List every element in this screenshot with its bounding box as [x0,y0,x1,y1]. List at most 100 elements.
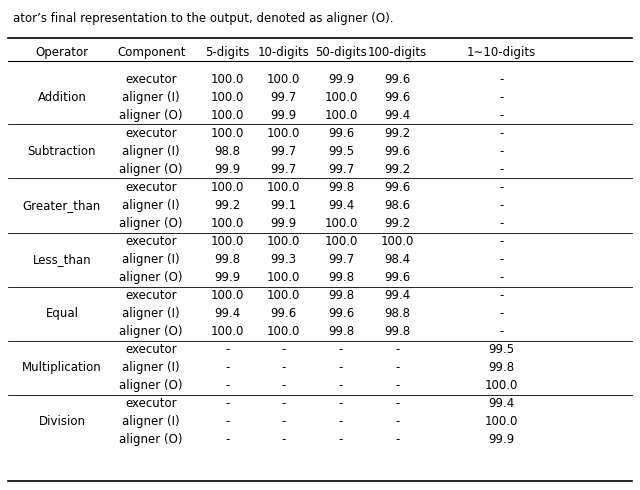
Text: 99.7: 99.7 [271,163,297,176]
Text: ator’s final representation to the output, denoted as aligner (O).: ator’s final representation to the outpu… [13,12,394,25]
Text: 99.4: 99.4 [488,397,515,410]
Text: 99.4: 99.4 [214,307,241,320]
Text: -: - [225,433,230,446]
Text: 99.6: 99.6 [271,307,297,320]
Text: 100.0: 100.0 [211,289,244,302]
Text: Equal: Equal [45,307,79,320]
Text: -: - [499,109,504,122]
Text: Greater_than: Greater_than [23,199,101,212]
Text: 100.0: 100.0 [211,181,244,194]
Text: 100.0: 100.0 [324,235,358,248]
Text: 99.7: 99.7 [328,253,354,266]
Text: executor: executor [125,397,177,410]
Text: Division: Division [38,416,85,428]
Text: 50-digits: 50-digits [315,46,367,59]
Text: 99.8: 99.8 [328,325,354,338]
Text: 99.5: 99.5 [328,145,354,158]
Text: 100.0: 100.0 [485,379,518,392]
Text: executor: executor [125,127,177,140]
Text: 99.1: 99.1 [271,199,297,212]
Text: Less_than: Less_than [33,253,92,266]
Text: -: - [282,361,286,374]
Text: -: - [339,433,343,446]
Text: 99.2: 99.2 [385,163,411,176]
Text: -: - [339,397,343,410]
Text: 100.0: 100.0 [211,109,244,122]
Text: -: - [339,379,343,392]
Text: -: - [499,91,504,104]
Text: 99.9: 99.9 [214,163,241,176]
Text: 99.9: 99.9 [271,217,297,230]
Text: -: - [499,235,504,248]
Text: 100.0: 100.0 [267,181,300,194]
Text: 100.0: 100.0 [267,289,300,302]
Text: 99.6: 99.6 [328,127,354,140]
Text: 99.6: 99.6 [385,73,411,86]
Text: -: - [499,217,504,230]
Text: 100.0: 100.0 [267,127,300,140]
Text: 99.2: 99.2 [385,127,411,140]
Text: 99.9: 99.9 [328,73,354,86]
Text: 99.6: 99.6 [385,145,411,158]
Text: Subtraction: Subtraction [28,145,96,158]
Text: 99.6: 99.6 [385,181,411,194]
Text: -: - [339,416,343,428]
Text: -: - [225,343,230,356]
Text: 99.6: 99.6 [385,91,411,104]
Text: -: - [499,325,504,338]
Text: 99.8: 99.8 [385,325,411,338]
Text: -: - [396,361,400,374]
Text: 99.3: 99.3 [271,253,297,266]
Text: 99.8: 99.8 [328,289,354,302]
Text: 100.0: 100.0 [267,325,300,338]
Text: -: - [499,307,504,320]
Text: -: - [282,343,286,356]
Text: -: - [282,416,286,428]
Text: 99.2: 99.2 [385,217,411,230]
Text: -: - [282,397,286,410]
Text: 100.0: 100.0 [211,127,244,140]
Text: aligner (O): aligner (O) [120,433,183,446]
Text: 98.6: 98.6 [385,199,411,212]
Text: aligner (O): aligner (O) [120,217,183,230]
Text: -: - [499,271,504,284]
Text: -: - [396,343,400,356]
Text: aligner (I): aligner (I) [122,416,180,428]
Text: 99.9: 99.9 [214,271,241,284]
Text: -: - [499,145,504,158]
Text: -: - [282,379,286,392]
Text: aligner (I): aligner (I) [122,361,180,374]
Text: 100.0: 100.0 [211,73,244,86]
Text: 98.8: 98.8 [214,145,241,158]
Text: -: - [499,163,504,176]
Text: 100.0: 100.0 [211,325,244,338]
Text: aligner (I): aligner (I) [122,253,180,266]
Text: executor: executor [125,73,177,86]
Text: -: - [225,361,230,374]
Text: 100-digits: 100-digits [368,46,428,59]
Text: 99.8: 99.8 [488,361,515,374]
Text: -: - [225,379,230,392]
Text: 100.0: 100.0 [324,217,358,230]
Text: 99.6: 99.6 [328,307,354,320]
Text: 98.4: 98.4 [385,253,411,266]
Text: aligner (O): aligner (O) [120,109,183,122]
Text: 99.5: 99.5 [488,343,515,356]
Text: 99.7: 99.7 [271,91,297,104]
Text: aligner (O): aligner (O) [120,271,183,284]
Text: 10-digits: 10-digits [258,46,310,59]
Text: -: - [499,289,504,302]
Text: aligner (I): aligner (I) [122,307,180,320]
Text: aligner (O): aligner (O) [120,163,183,176]
Text: -: - [339,343,343,356]
Text: 99.9: 99.9 [488,433,515,446]
Text: 100.0: 100.0 [211,217,244,230]
Text: Addition: Addition [38,91,86,104]
Text: -: - [499,73,504,86]
Text: -: - [499,181,504,194]
Text: 100.0: 100.0 [267,271,300,284]
Text: 5-digits: 5-digits [205,46,250,59]
Text: 99.7: 99.7 [328,163,354,176]
Text: 98.8: 98.8 [385,307,411,320]
Text: Multiplication: Multiplication [22,361,102,374]
